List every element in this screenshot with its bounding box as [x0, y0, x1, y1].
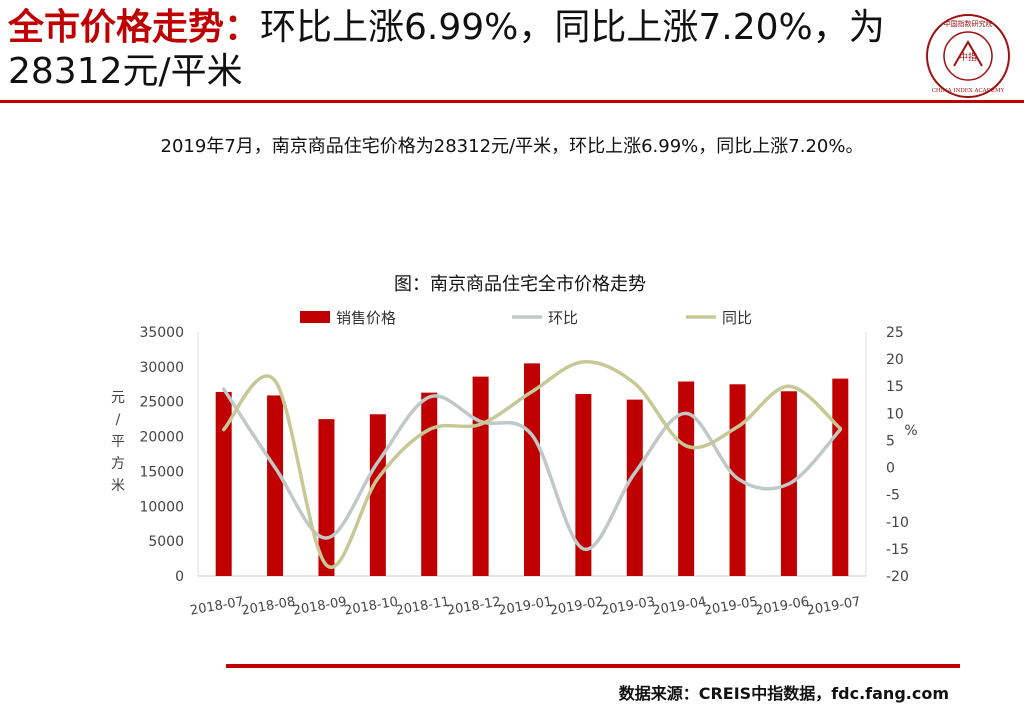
left-tick-label: 20000: [139, 430, 184, 446]
left-tick-label: 30000: [139, 360, 184, 376]
left-tick-label: 5000: [148, 534, 184, 550]
left-tick-label: 25000: [139, 395, 184, 411]
right-tick-label: -15: [886, 542, 909, 558]
legend-label: 环比: [548, 309, 578, 327]
bar-2019-01: [524, 363, 540, 576]
bar-2018-10: [369, 414, 386, 576]
data-source: 数据来源：CREIS中指数据，fdc.fang.com: [618, 684, 949, 703]
legend-label: 销售价格: [336, 309, 396, 327]
x-tick-label: 2018-07: [189, 594, 245, 618]
right-tick-label: 25: [886, 325, 904, 341]
bar-2018-07: [215, 391, 232, 576]
bar-2019-02: [575, 394, 592, 576]
right-tick-label: -10: [886, 515, 909, 531]
summary-text: 2019年7月，南京商品住宅价格为28312元/平米，环比上涨6.99%，同比上…: [160, 136, 864, 157]
title-divider: [0, 100, 1024, 103]
line-series-环比: [221, 387, 843, 551]
footer-divider: [226, 664, 960, 668]
x-tick-label: 2019-01: [497, 594, 553, 618]
left-tick-label: 0: [175, 569, 184, 585]
page-title-highlight: 全市价格走势：: [8, 7, 261, 48]
legend-label: 同比: [722, 309, 752, 327]
bar-2019-07: [832, 378, 849, 576]
left-tick-label: 35000: [139, 325, 184, 341]
left-axis-title: 元/平方米: [111, 390, 125, 494]
right-tick-label: -20: [886, 569, 909, 585]
chart-title: 图：南京商品住宅全市价格走势: [394, 274, 646, 295]
x-tick-label: 2019-02: [549, 594, 605, 618]
x-tick-label: 2018-12: [446, 594, 502, 618]
left-tick-label: 10000: [139, 499, 184, 515]
x-tick-label: 2019-04: [651, 594, 707, 618]
logo-center-text: 中指: [959, 51, 977, 63]
bar-2018-11: [421, 392, 438, 576]
page-title: 全市价格走势：环比上涨6.99%，同比上涨7.20%，为28312元/平米: [8, 6, 908, 94]
x-tick-label: 2018-08: [240, 594, 296, 618]
china-index-academy-logo: 中指 中国指数研究院 CHINA INDEX ACADEMY: [926, 14, 1010, 98]
x-tick-label: 2018-10: [343, 594, 399, 618]
bar-2019-03: [626, 399, 643, 576]
x-tick-label: 2018-09: [292, 594, 348, 618]
legend-swatch-销售价格: [300, 311, 330, 323]
x-tick-label: 2018-11: [395, 594, 451, 618]
x-tick-label: 2019-06: [754, 594, 810, 618]
right-tick-label: 15: [886, 379, 904, 395]
x-tick-label: 2019-03: [600, 594, 656, 618]
bar-2019-04: [678, 381, 695, 576]
right-tick-label: 20: [886, 352, 904, 368]
right-axis-title: %: [904, 423, 917, 439]
line-series-同比: [221, 360, 843, 570]
page-title-rest: 环比上涨6.99%，同比上涨7.20%，为28312元/平米: [8, 7, 885, 92]
left-tick-label: 15000: [139, 464, 184, 480]
x-tick-label: 2019-07: [806, 594, 862, 618]
bar-2018-12: [472, 376, 489, 576]
logo-ring-text-top: 中国指数研究院: [944, 19, 993, 28]
x-tick-label: 2019-05: [703, 594, 759, 618]
bar-2018-08: [267, 395, 284, 576]
logo-ring-text-bottom: CHINA INDEX ACADEMY: [932, 88, 1005, 94]
right-tick-label: 0: [886, 461, 895, 477]
right-tick-label: -5: [886, 488, 900, 504]
right-tick-label: 10: [886, 406, 904, 422]
right-tick-label: 5: [886, 433, 895, 449]
